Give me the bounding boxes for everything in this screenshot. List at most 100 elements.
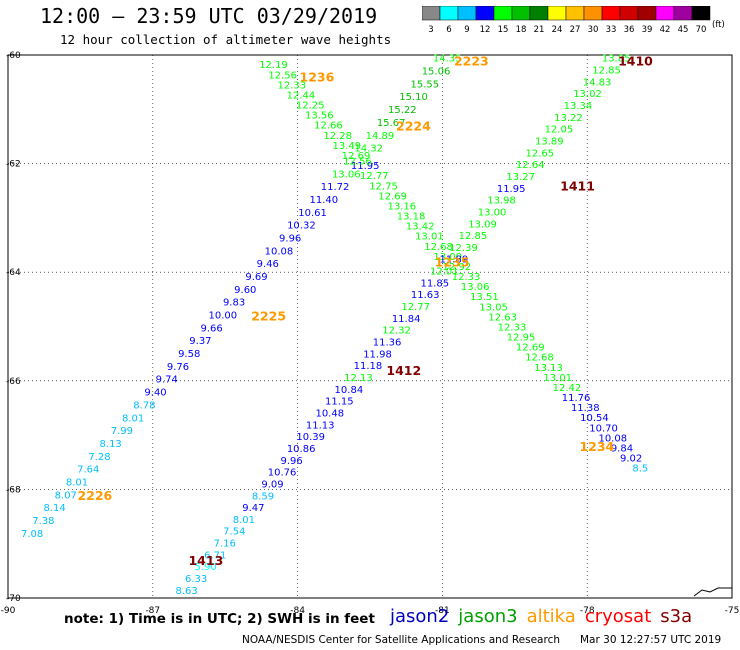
y-tick-label: -70 (6, 594, 21, 604)
wave-height-label: 12.19 (259, 60, 288, 71)
wave-height-label: 13.27 (506, 172, 535, 183)
wave-height-label: 12.68 (424, 242, 453, 253)
wave-height-label: 13.89 (535, 136, 564, 147)
wave-height-label: 10.32 (287, 221, 316, 232)
wave-height-label: 12.32 (382, 326, 411, 337)
pass-time-label: 1410 (618, 53, 653, 68)
wave-height-label: 9.58 (178, 349, 200, 360)
plot-area: -90 -87 -84 -81 -78 -75 -60 -62 -64 -66 -68 -70 12.1… (1, 51, 740, 616)
wave-height-label: 13.02 (573, 89, 602, 100)
footnote: note: 1) Time is in UTC; 2) SWH is in fe… (64, 611, 375, 627)
wave-height-label: 5.90 (195, 562, 217, 573)
wave-height-label: 12.63 (488, 312, 517, 323)
wave-height-label: 13.49 (333, 141, 362, 152)
wave-height-label: 13.42 (406, 222, 435, 233)
pass-time-label: 1236 (300, 70, 335, 85)
colorbar-tick: 36 (624, 25, 635, 35)
wave-height-label: 15.55 (410, 79, 439, 90)
wave-height-label: 9.02 (620, 454, 642, 465)
wave-height-label: 11.40 (310, 195, 339, 206)
wave-height-label: 12.56 (343, 156, 372, 167)
wave-height-label: 13.01 (543, 373, 572, 384)
colorbar-tick: 12 (480, 25, 491, 35)
wave-height-label: 8.01 (122, 413, 144, 424)
wave-height-label: 12.13 (344, 373, 373, 384)
legend-entry: altika (526, 606, 576, 627)
wave-height-label: 9.74 (156, 375, 178, 386)
wave-height-label: 13.01 (415, 232, 444, 243)
wave-height-label: 12.95 (507, 333, 536, 344)
generated-timestamp: Mar 30 12:27:57 UTC 2019 (580, 634, 722, 646)
colorbar-tick: 18 (516, 25, 527, 35)
wave-height-label: 13.16 (388, 201, 417, 212)
wave-height-label: 10.48 (315, 408, 344, 419)
wave-height-label: 9.46 (257, 259, 279, 270)
wave-height-label: 15.06 (422, 67, 451, 78)
pass-time-label: 1413 (188, 553, 223, 568)
wave-height-label: 8.78 (133, 400, 155, 411)
credit-line: NOAA/NESDIS Center for Satellite Applica… (242, 634, 560, 646)
colorbar-tick: 39 (642, 25, 653, 35)
wave-height-label: 12.77 (360, 171, 389, 182)
colorbar-unit: (ft) (712, 20, 725, 30)
pass-time-label: 2224 (396, 119, 431, 134)
wave-height-label: 9.66 (201, 323, 223, 334)
colorbar-tick: 6 (446, 25, 451, 35)
x-tick-label: -75 (725, 606, 740, 616)
wave-height-label: 6.33 (185, 574, 207, 585)
wave-height-label: 11.95 (351, 161, 380, 172)
wave-height-label: 7.99 (111, 426, 133, 437)
wave-height-label: 8.13 (100, 439, 122, 450)
wave-height-label: 10.86 (287, 444, 316, 455)
wave-height-label: 9.96 (280, 456, 302, 467)
coastline (693, 587, 732, 597)
wave-height-label: 11.76 (562, 393, 591, 404)
pass-time-label: 2225 (251, 309, 286, 324)
wave-height-label: 11.13 (306, 420, 335, 431)
chart-subtitle: 12 hour collection of altimeter wave hei… (60, 32, 392, 47)
wave-height-label: 9.96 (279, 233, 301, 244)
x-tick-label: -84 (290, 606, 305, 616)
wave-height-label: 14.83 (583, 77, 612, 88)
wave-height-label: 11.63 (411, 290, 440, 301)
wave-height-label: 9.60 (234, 285, 256, 296)
wave-height-label: 9.84 (611, 444, 633, 455)
x-tick-label: -87 (145, 606, 160, 616)
colorbar-tick: 15 (498, 25, 509, 35)
colorbar-tick: 3 (428, 25, 433, 35)
wave-height-label: 12.69 (378, 191, 407, 202)
wave-height-label: 12.33 (277, 80, 306, 91)
wave-height-label: 12.66 (314, 121, 343, 132)
colorbar-tick: 27 (570, 25, 581, 35)
colorbar-tick: 30 (588, 25, 599, 35)
wave-height-label: 12.65 (525, 148, 554, 159)
wave-height-label: 8.01 (233, 515, 255, 526)
wave-height-label: 13.85 (602, 54, 631, 65)
wave-height-label: 13.06 (461, 282, 490, 293)
wave-height-label: 9.76 (167, 362, 189, 373)
colorbar-tick: 45 (678, 25, 689, 35)
wave-height-label: 14.32 (354, 144, 383, 155)
wave-height-label: 10.00 (209, 311, 238, 322)
colorbar-tick: 9 (464, 25, 469, 35)
wave-height-label: 12.56 (268, 70, 297, 81)
wave-height-label: 12.05 (545, 125, 574, 136)
colorbar-tick: 70 (696, 25, 707, 35)
wave-height-label: 12.85 (592, 66, 621, 77)
colorbar-tick: 33 (606, 25, 617, 35)
wave-height-label: 13.34 (564, 101, 593, 112)
wave-height-label: 10.84 (335, 385, 364, 396)
wave-height-label: 10.70 (589, 423, 618, 434)
legend: jason2 jason3 altika cryosat s3a (390, 606, 701, 627)
y-tick-label: -60 (6, 51, 21, 61)
wave-height-label: 13.06 (332, 169, 361, 180)
wave-height-label: 13.00 (433, 252, 462, 263)
wave-height-label: 11.72 (321, 182, 350, 193)
wave-height-label: 13.05 (479, 302, 508, 313)
wave-height-label: 15.67 (377, 118, 406, 129)
wave-height-label: 13.56 (305, 111, 334, 122)
wave-height-label: 8.07 (55, 490, 77, 501)
y-tick-label: -64 (6, 268, 21, 278)
wave-height-label: 12.33 (452, 272, 481, 283)
pass-time-label: 1412 (386, 363, 421, 378)
